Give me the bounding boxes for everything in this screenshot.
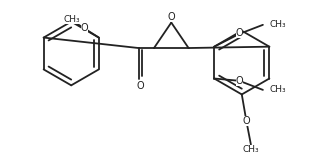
- Text: CH₃: CH₃: [270, 20, 286, 29]
- Text: CH₃: CH₃: [270, 85, 286, 94]
- Text: O: O: [236, 29, 244, 38]
- Text: O: O: [243, 116, 251, 126]
- Text: O: O: [236, 76, 244, 86]
- Text: O: O: [167, 12, 175, 22]
- Text: O: O: [137, 81, 145, 91]
- Text: CH₃: CH₃: [63, 15, 80, 24]
- Text: O: O: [81, 23, 88, 33]
- Text: CH₃: CH₃: [243, 145, 259, 154]
